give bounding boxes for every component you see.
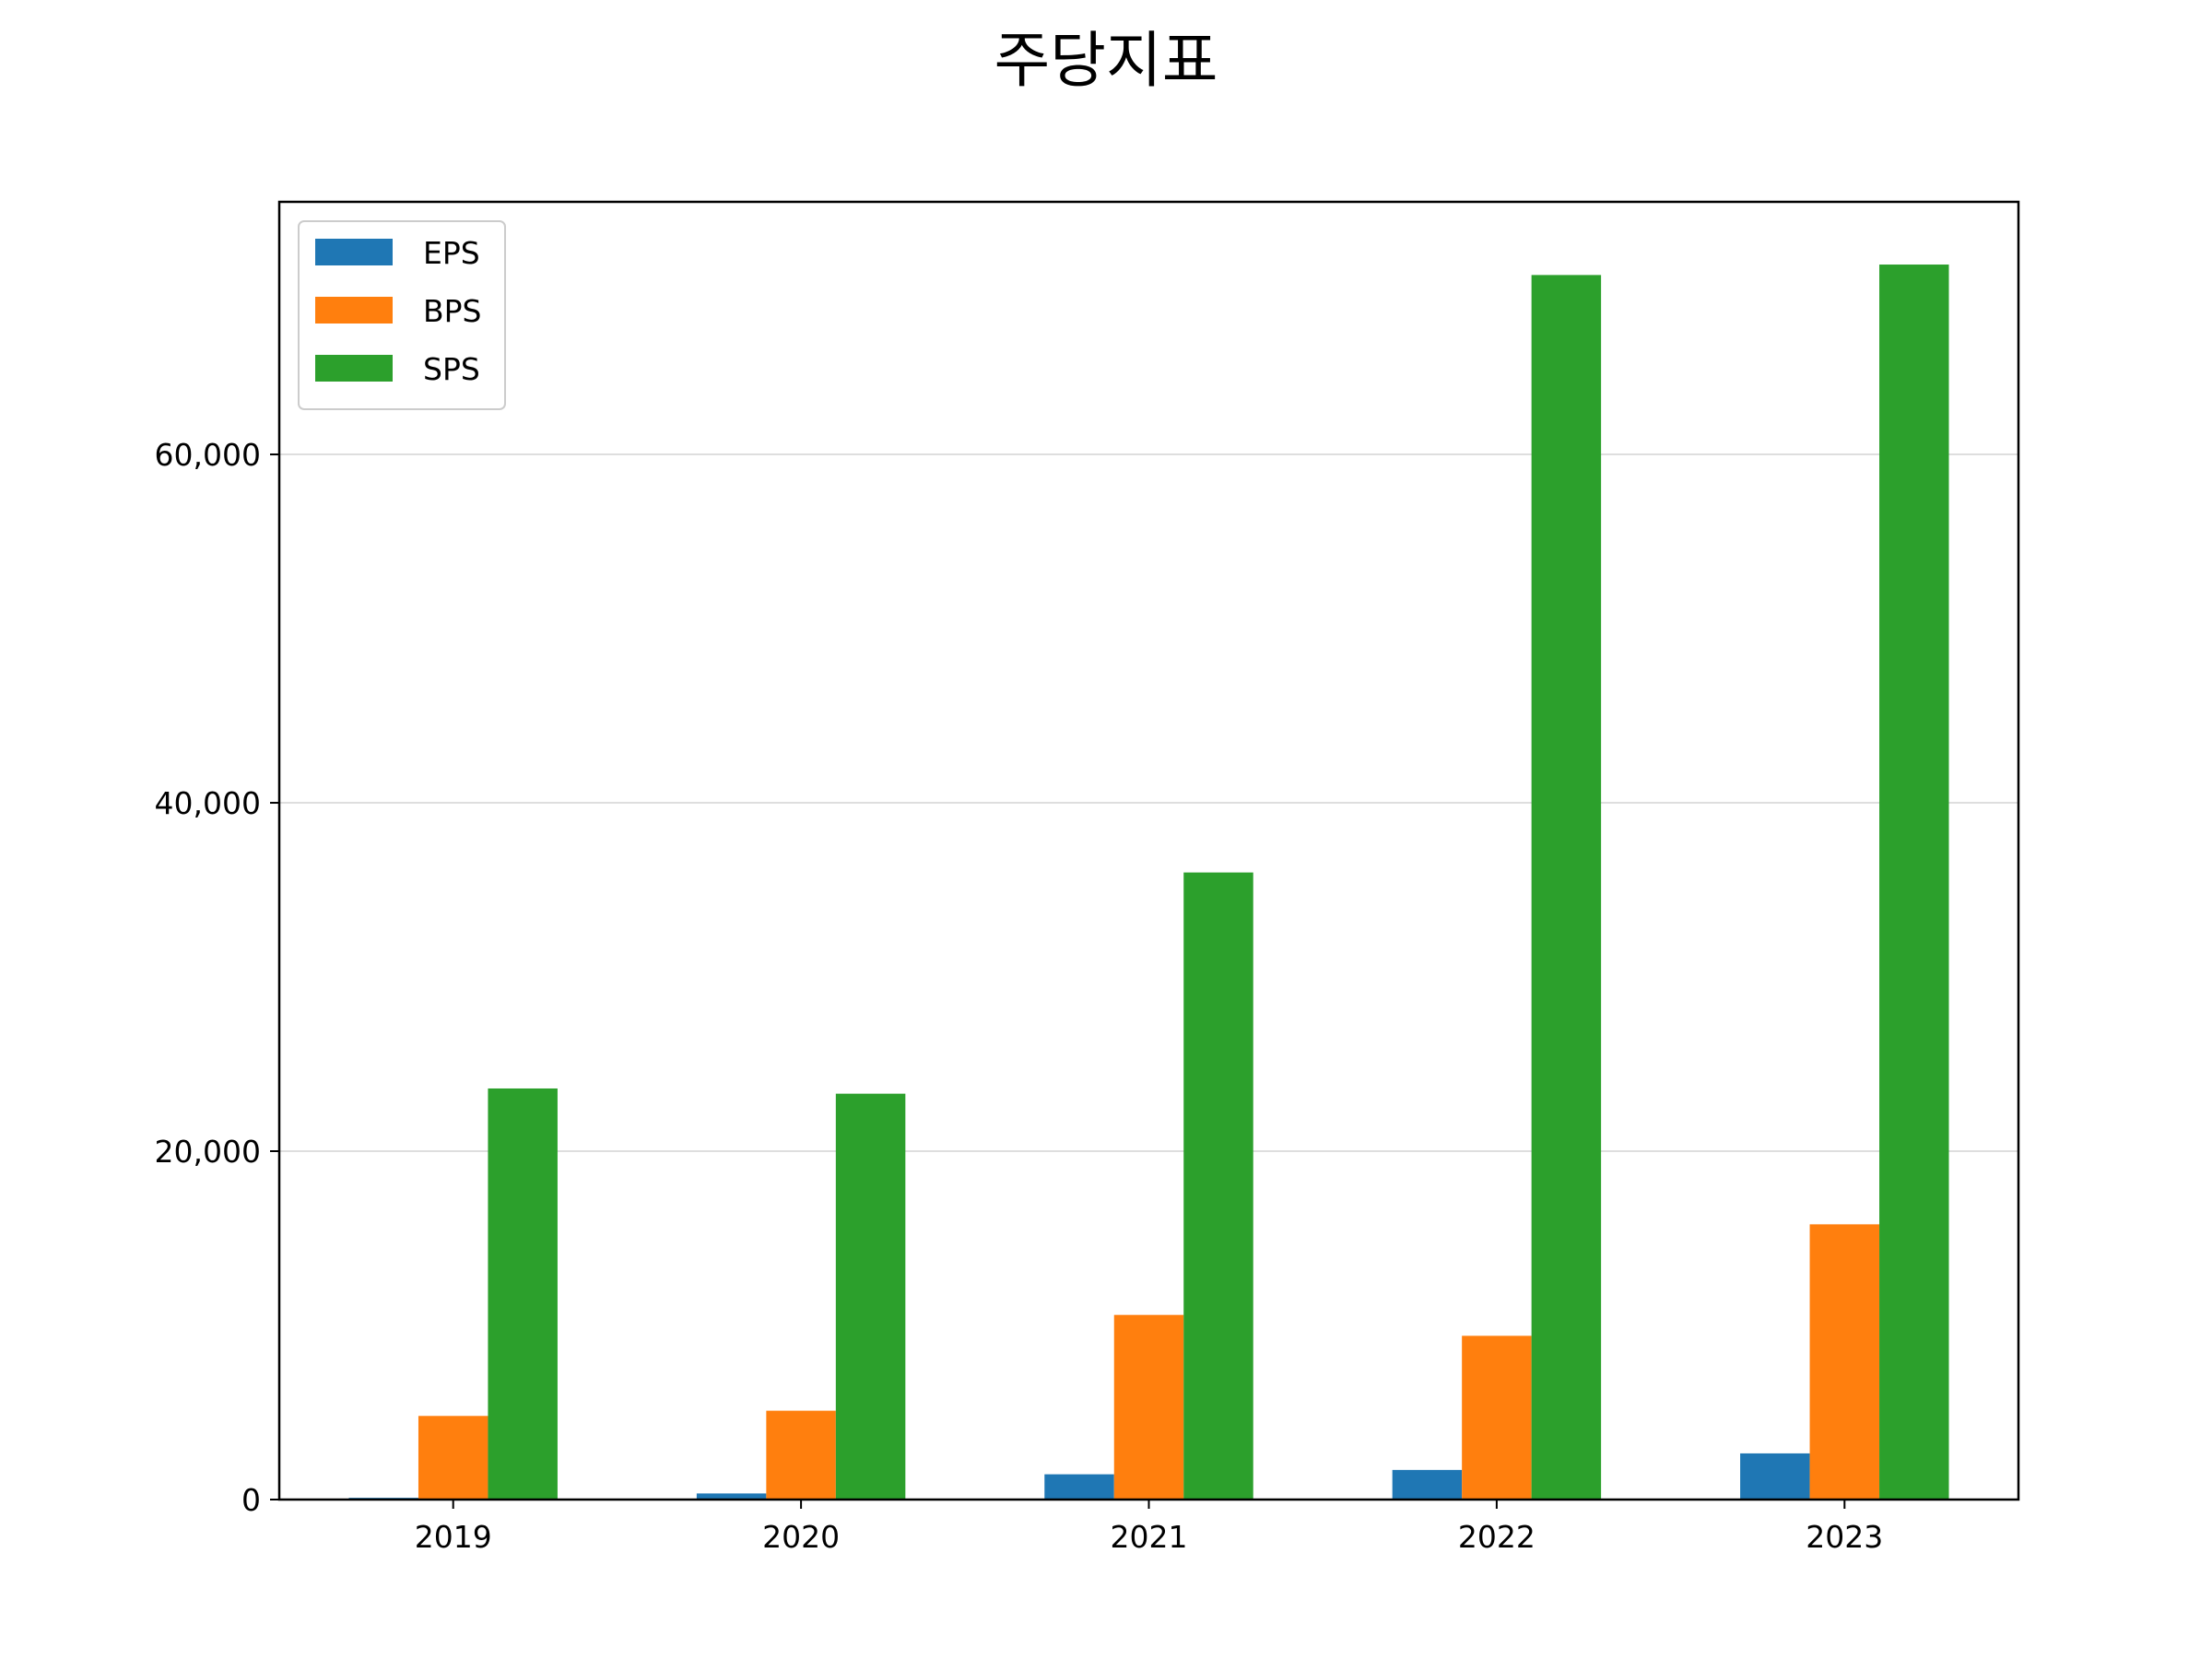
legend-swatch-eps	[315, 239, 393, 265]
legend-swatch-sps	[315, 355, 393, 382]
bar-sps-2023	[1879, 265, 1949, 1500]
bar-sps-2022	[1531, 275, 1602, 1500]
y-tick-label: 40,000	[155, 785, 261, 821]
chart-title: 주당지표	[994, 25, 1218, 96]
bar-eps-2021	[1044, 1474, 1114, 1500]
legend-label-eps: EPS	[423, 235, 480, 271]
y-tick-label: 60,000	[155, 437, 261, 473]
x-tick-label: 2021	[1111, 1519, 1188, 1555]
bar-eps-2023	[1740, 1453, 1810, 1500]
x-tick-label: 2019	[415, 1519, 492, 1555]
legend-swatch-bps	[315, 297, 393, 324]
bars	[348, 265, 1949, 1500]
bar-bps-2020	[766, 1410, 836, 1500]
bar-eps-2020	[696, 1493, 767, 1500]
x-tick-label: 2020	[762, 1519, 840, 1555]
bar-bps-2022	[1462, 1335, 1532, 1500]
bar-sps-2019	[488, 1088, 558, 1500]
bar-eps-2022	[1392, 1469, 1463, 1500]
bar-bps-2019	[418, 1416, 488, 1500]
legend-label-sps: SPS	[423, 351, 480, 387]
x-tick-label: 2023	[1806, 1519, 1883, 1555]
legend-label-bps: BPS	[423, 293, 482, 329]
y-tick-label: 0	[241, 1482, 261, 1518]
gridlines	[279, 453, 2018, 1152]
axes: 0 20,000 40,000 60,000 2019 2020 2021 2022 2023	[155, 200, 2020, 1555]
bar-bps-2021	[1113, 1314, 1184, 1500]
y-tick-label: 20,000	[155, 1134, 261, 1170]
bar-sps-2021	[1183, 872, 1253, 1500]
legend: EPS BPS SPS	[298, 220, 506, 410]
x-tick-label: 2022	[1458, 1519, 1535, 1555]
bar-bps-2023	[1809, 1224, 1880, 1500]
bar-sps-2020	[835, 1093, 906, 1500]
